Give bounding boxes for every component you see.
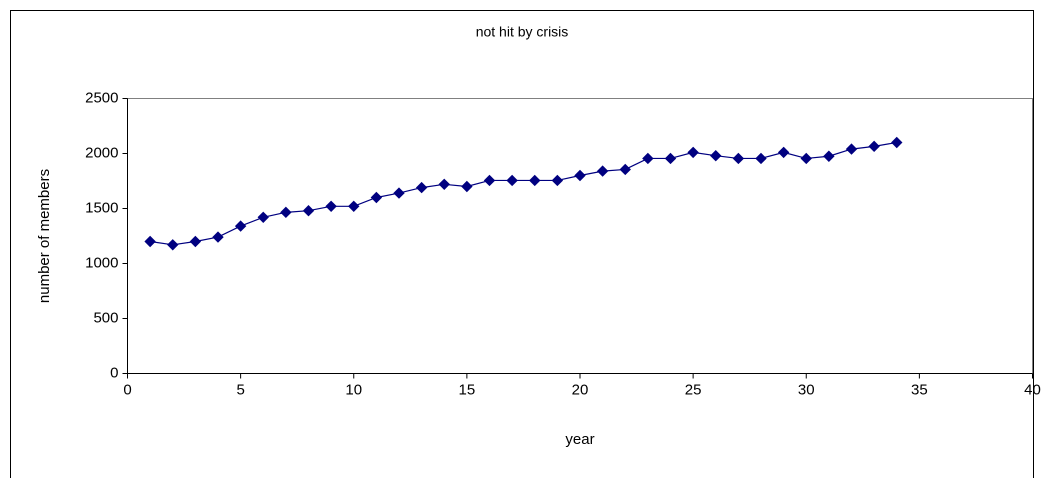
y-tick-label: 2000 bbox=[85, 144, 118, 161]
data-point bbox=[710, 149, 722, 162]
data-point bbox=[302, 204, 315, 217]
x-tick-label: 10 bbox=[345, 381, 362, 398]
y-tick-label: 0 bbox=[110, 364, 118, 381]
y-tick-label: 2500 bbox=[85, 89, 118, 106]
data-point bbox=[348, 200, 360, 213]
data-point bbox=[845, 143, 858, 155]
data-point bbox=[461, 180, 473, 193]
data-point bbox=[687, 146, 699, 159]
chart-title: not hit by crisis bbox=[476, 24, 569, 40]
data-point bbox=[732, 152, 745, 165]
data-point bbox=[596, 165, 609, 177]
data-line bbox=[150, 141, 897, 246]
data-point bbox=[393, 187, 405, 199]
y-axis-label: number of members bbox=[36, 169, 53, 303]
data-point bbox=[212, 231, 224, 243]
data-point bbox=[619, 163, 631, 176]
x-tick-label: 35 bbox=[911, 381, 928, 398]
y-tick-label: 500 bbox=[93, 309, 118, 326]
data-point bbox=[189, 235, 202, 248]
x-tick-label: 25 bbox=[685, 381, 702, 398]
y-tick-label: 1500 bbox=[85, 199, 118, 216]
data-point bbox=[891, 136, 903, 149]
data-point bbox=[868, 140, 880, 153]
data-point bbox=[234, 220, 247, 232]
data-point bbox=[823, 150, 835, 162]
data-point bbox=[529, 174, 541, 187]
data-point bbox=[483, 174, 496, 187]
y-tick-label: 1000 bbox=[85, 254, 118, 271]
data-point bbox=[506, 174, 518, 187]
data-point bbox=[280, 206, 292, 219]
data-point bbox=[415, 181, 428, 194]
data-point bbox=[167, 239, 179, 251]
x-tick-label: 15 bbox=[459, 381, 476, 398]
x-tick-label: 40 bbox=[1024, 381, 1041, 398]
data-point bbox=[777, 146, 790, 159]
chart-frame bbox=[10, 10, 1034, 478]
data-point bbox=[574, 169, 586, 182]
x-axis-label: year bbox=[565, 431, 594, 448]
x-tick-label: 0 bbox=[123, 381, 131, 398]
data-point bbox=[438, 178, 450, 191]
data-point bbox=[755, 152, 767, 165]
x-tick-label: 30 bbox=[798, 381, 815, 398]
data-point bbox=[551, 174, 564, 187]
data-point bbox=[257, 211, 269, 224]
data-point bbox=[664, 152, 677, 165]
data-point bbox=[325, 200, 337, 213]
data-point bbox=[800, 152, 812, 165]
x-tick-label: 20 bbox=[572, 381, 589, 398]
data-point bbox=[144, 235, 156, 248]
data-point bbox=[642, 152, 654, 165]
x-tick-label: 5 bbox=[236, 381, 244, 398]
data-point bbox=[370, 191, 383, 204]
